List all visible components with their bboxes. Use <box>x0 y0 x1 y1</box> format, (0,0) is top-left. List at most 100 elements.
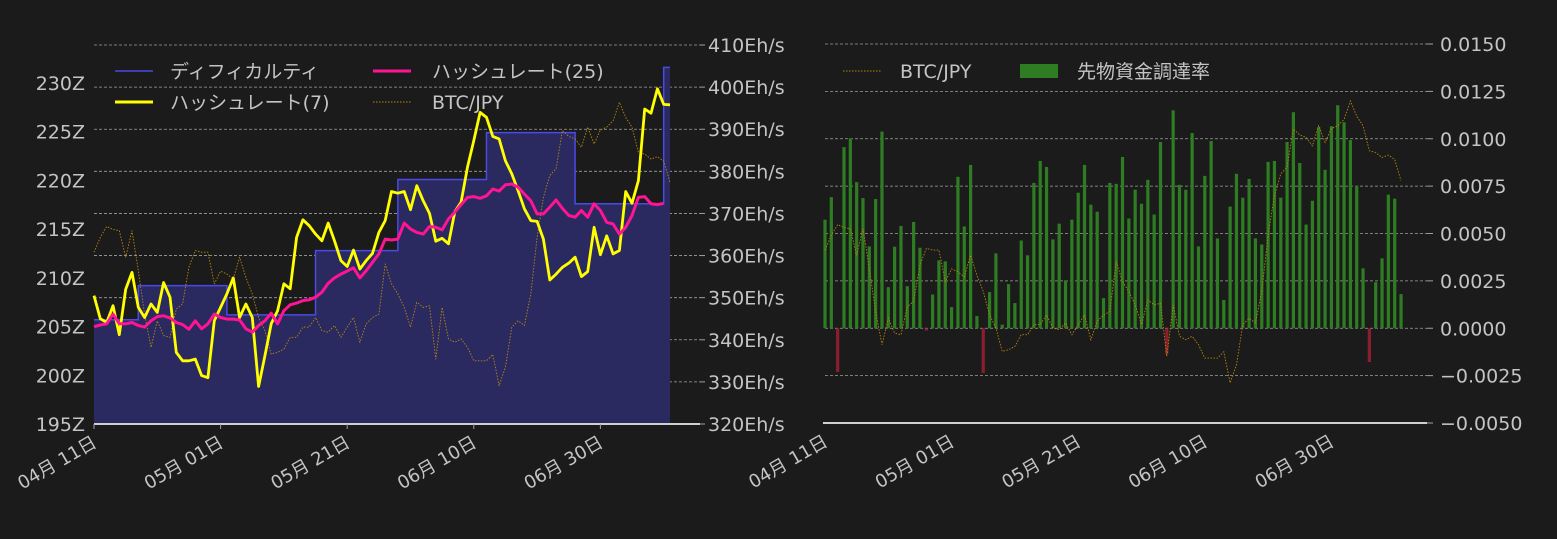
funding-rate-bar <box>1001 325 1004 329</box>
y-right-tick-label: 0.0100 <box>1440 129 1506 151</box>
funding-rate-bar <box>893 247 896 328</box>
x-tick-label: 06月 30日 <box>521 432 607 494</box>
x-tick-label: 05月 01日 <box>141 432 227 494</box>
funding-rate-bar <box>880 132 883 329</box>
x-tick-label: 04月 11日 <box>14 432 100 494</box>
funding-rate-bar <box>1108 183 1111 328</box>
funding-rate-bar <box>1178 185 1181 328</box>
funding-rate-bar <box>1267 162 1270 328</box>
funding-rate-bar <box>1229 207 1232 329</box>
y-left-tick-label: 200Z <box>36 365 85 387</box>
y-right-tick-label: 360Eh/s <box>708 246 785 268</box>
funding-rate-bar <box>1355 186 1358 329</box>
funding-rate-bar <box>1273 161 1276 328</box>
btc-jpy-line <box>825 101 1401 383</box>
funding-rate-bar <box>1153 215 1156 329</box>
funding-rate-bar <box>1304 225 1307 329</box>
y-right-tick-label: 330Eh/s <box>708 372 785 394</box>
funding-rate-bar <box>1089 205 1092 329</box>
funding-rate-bar <box>1393 199 1396 329</box>
funding-rate-bar <box>1285 142 1288 328</box>
funding-rate-bar <box>1210 141 1213 328</box>
y-left-tick-label: 215Z <box>36 219 85 241</box>
y-right-tick-label: 320Eh/s <box>708 414 785 436</box>
funding-rate-bar <box>982 328 985 373</box>
y-left-tick-label: 195Z <box>36 414 85 436</box>
funding-rate-bar <box>1102 298 1105 328</box>
funding-rate-bar <box>1051 239 1054 328</box>
funding-rate-bar <box>1222 300 1225 328</box>
funding-rate-bar <box>1013 303 1016 328</box>
funding-rate-bar <box>1064 280 1067 328</box>
funding-rate-bar <box>969 165 972 328</box>
funding-rate-bar <box>1096 212 1099 329</box>
funding-rate-bar <box>1292 112 1295 328</box>
funding-rate-bar <box>830 197 833 328</box>
funding-rate-bar <box>1140 204 1143 329</box>
x-tick-label: 04月 11日 <box>745 431 831 493</box>
funding-rate-bar <box>1235 174 1238 328</box>
funding-rate-bar <box>1026 255 1029 328</box>
legend-label: BTC/JPY <box>432 92 504 114</box>
legend-swatch <box>1020 64 1058 78</box>
y-right-tick-label: 0.0025 <box>1440 271 1506 293</box>
funding-rate-bar <box>912 222 915 328</box>
funding-rate-bar <box>836 328 839 372</box>
funding-rate-bar <box>1039 161 1042 328</box>
funding-rate-bar <box>1191 133 1194 328</box>
funding-rate-bar <box>925 328 928 330</box>
funding-rate-bar <box>1380 258 1383 328</box>
x-tick-label: 05月 21日 <box>267 432 353 494</box>
funding-rate-bar <box>1323 170 1326 328</box>
y-right-tick-label: 0.0050 <box>1440 224 1506 246</box>
funding-rate-bar <box>1115 184 1118 328</box>
legend-label: 先物資金調達率 <box>1077 61 1210 83</box>
y-left-tick-label: 230Z <box>36 73 85 95</box>
funding-rate-bar <box>944 261 947 328</box>
funding-rate-bar <box>994 253 997 328</box>
x-tick-label: 06月 30日 <box>1252 431 1338 493</box>
funding-rate-bar <box>1387 195 1390 329</box>
funding-rate-bar <box>975 316 978 328</box>
funding-rate-bar <box>1070 220 1073 329</box>
funding-rate-bar <box>1159 142 1162 328</box>
funding-rate-bar <box>861 198 864 328</box>
funding-rate-bar <box>1203 176 1206 328</box>
y-right-tick-label: 410Eh/s <box>708 35 785 57</box>
funding-rate-bar <box>1336 105 1339 328</box>
funding-rate-bar <box>842 147 845 328</box>
y-left-tick-label: 210Z <box>36 268 85 290</box>
y-right-tick-label: 390Eh/s <box>708 119 785 141</box>
funding-rate-bar <box>1127 219 1130 329</box>
funding-rate-bar <box>899 226 902 328</box>
funding-rate-bar <box>956 177 959 328</box>
y-right-tick-label: 400Eh/s <box>708 77 785 99</box>
funding-rate-bar <box>1197 246 1200 328</box>
funding-rate-bar <box>1172 110 1175 328</box>
funding-rate-bar <box>1330 126 1333 328</box>
y-right-tick-label: 380Eh/s <box>708 161 785 183</box>
funding-rate-bar <box>1254 238 1257 328</box>
funding-rate-bar <box>931 295 934 329</box>
x-tick-label: 05月 21日 <box>998 431 1084 493</box>
y-left-tick-label: 205Z <box>36 317 85 339</box>
y-left-tick-label: 225Z <box>36 122 85 144</box>
y-right-tick-label: 370Eh/s <box>708 203 785 225</box>
legend-label: ディフィカルティ <box>170 61 319 83</box>
y-right-tick-label: −0.0050 <box>1440 413 1522 435</box>
funding-rate-bar <box>1374 282 1377 328</box>
y-left-tick-label: 220Z <box>36 170 85 192</box>
y-right-tick-label: 0.0000 <box>1440 318 1506 340</box>
funding-rate-bar <box>1184 190 1187 329</box>
y-right-tick-label: −0.0025 <box>1440 366 1522 388</box>
funding-rate-bar <box>1298 163 1301 328</box>
legend-label: BTC/JPY <box>900 61 972 83</box>
funding-rate-bar <box>1349 140 1352 328</box>
legend-label: ハッシュレート(7) <box>170 92 330 114</box>
funding-rate-bar <box>823 220 826 329</box>
legend-label: ハッシュレート(25) <box>432 61 604 83</box>
funding-rate-bar <box>1361 268 1364 328</box>
y-right-tick-label: 0.0125 <box>1440 81 1506 103</box>
y-right-tick-label: 0.0075 <box>1440 176 1506 198</box>
